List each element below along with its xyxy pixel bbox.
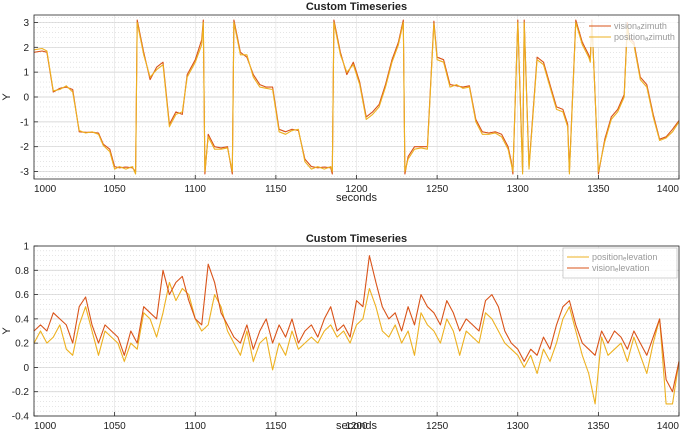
legend-box: [585, 17, 677, 47]
x-tick-label: 1400: [657, 184, 680, 195]
x-tick-label: 1350: [587, 421, 610, 432]
legend-box: [562, 247, 678, 279]
y-tick-label: 0: [23, 363, 29, 374]
x-tick-label: 1100: [184, 421, 206, 432]
x-tick-label: 1400: [657, 421, 680, 432]
x-tick-label: 1300: [507, 421, 530, 432]
x-tick-label: 1200: [345, 184, 368, 195]
x-tick-label: 1300: [507, 184, 530, 195]
y-tick-label: 0.4: [15, 314, 29, 325]
legend-label: visionₑlevation: [592, 263, 649, 273]
y-tick-label: -2: [20, 142, 29, 153]
grid: [33, 15, 680, 179]
x-tick-label: 1050: [104, 421, 127, 432]
grid: [33, 245, 680, 417]
x-tick-label: 1200: [345, 421, 368, 432]
x-axis-label: seconds: [336, 420, 377, 432]
x-tick-label: 1150: [265, 184, 287, 195]
legend-label: positionₑlevation: [592, 252, 657, 262]
y-tick-label: -3: [20, 167, 29, 178]
y-tick-label: -0.2: [12, 387, 30, 398]
series-line-vision-elevation: [33, 255, 680, 393]
y-tick-label: 0.8: [15, 266, 29, 277]
series-line-position-azimuth: [33, 21, 680, 175]
x-axis-label: seconds: [336, 192, 377, 204]
legend-label: positionₐzimuth: [614, 32, 675, 42]
chart-title: Custom Timeseries: [306, 1, 407, 13]
y-tick-label: 0.2: [15, 339, 29, 350]
y-axis-label: Y: [1, 327, 13, 335]
y-tick-label: 1: [23, 68, 29, 79]
x-tick-label: 1250: [426, 184, 449, 195]
x-tick-label: 1250: [426, 421, 449, 432]
chart-panel-1: 1000 1050 1100 1150 1200 1250 1300 1350 1400 3 2 1 0…: [1, 1, 680, 204]
x-tick-label: 1000: [34, 421, 57, 432]
y-tick-label: -0.4: [12, 412, 30, 423]
x-tick-label: 1100: [184, 184, 206, 195]
y-tick-label: 0.6: [15, 290, 29, 301]
y-tick-label: 3: [23, 18, 29, 29]
y-tick-label: 2: [23, 43, 29, 54]
x-tick-label: 1150: [265, 421, 287, 432]
legend-label: visionₐzimuth: [614, 21, 667, 31]
chart-panel-2: 1000 1050 1100 1150 1200 1250 1300 1350 1400 1 0.8…: [1, 233, 680, 432]
y-tick-label: 0: [23, 93, 29, 104]
x-tick-label: 1050: [104, 184, 127, 195]
x-tick-label: 1350: [587, 184, 610, 195]
y-tick-label: 1: [23, 242, 29, 253]
series-line-position-elevation: [33, 281, 680, 405]
y-tick-label: -1: [20, 117, 29, 128]
chart-title: Custom Timeseries: [306, 233, 407, 245]
x-tick-label: 1000: [34, 184, 57, 195]
y-axis-label: Y: [1, 93, 13, 101]
